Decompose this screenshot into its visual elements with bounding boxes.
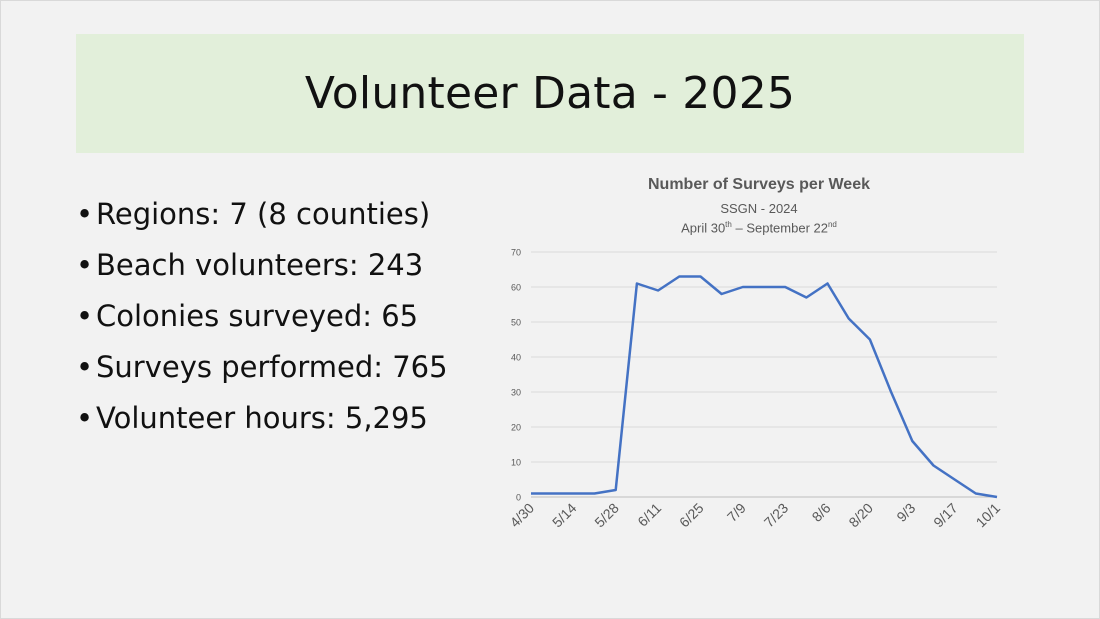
y-tick-label: 10: [511, 458, 521, 468]
x-tick-label: 6/11: [634, 500, 664, 530]
bullet-item: •Volunteer hours: 5,295: [76, 394, 448, 445]
bullet-text: Surveys performed: 765: [96, 350, 448, 384]
y-tick-label: 40: [511, 353, 521, 363]
title-banner: Volunteer Data - 2025: [76, 34, 1024, 153]
bullet-item: •Regions: 7 (8 counties): [76, 190, 448, 241]
x-tick-label: 6/25: [676, 500, 707, 531]
bullet-item: •Colonies surveyed: 65: [76, 292, 448, 343]
date-range-start: April 30: [681, 220, 726, 236]
x-tick-label: 7/23: [761, 500, 792, 531]
y-tick-label: 70: [511, 248, 521, 258]
y-tick-label: 0: [516, 493, 521, 503]
bullet-item: •Surveys performed: 765: [76, 343, 448, 394]
bullet-symbol: •: [76, 248, 94, 282]
y-tick-label: 50: [511, 318, 521, 328]
date-range-separator: –: [731, 220, 747, 236]
chart-title: Number of Surveys per Week: [647, 176, 870, 193]
chart-subtitle: SSGN - 2024: [720, 201, 798, 216]
slide-title: Volunteer Data - 2025: [304, 68, 796, 119]
x-tick-label: 9/3: [893, 500, 918, 525]
bullet-symbol: •: [76, 299, 94, 333]
line-chart: Number of Surveys per Week SSGN - 2024 A…: [490, 170, 1020, 610]
date-range-end: September 22: [746, 220, 828, 236]
bullet-text: Volunteer hours: 5,295: [96, 401, 428, 435]
series-line: [531, 275, 998, 499]
x-tick-label: 10/1: [973, 500, 1004, 531]
date-range-end-sup: nd: [827, 220, 837, 229]
bullet-symbol: •: [76, 197, 94, 231]
chart-date-range: April 30th – September 22nd: [490, 220, 1028, 235]
date-range-start-sup: th: [725, 220, 732, 229]
bullet-item: •Beach volunteers: 243: [76, 241, 448, 292]
y-tick-label: 30: [511, 388, 521, 398]
x-tick-label: 5/28: [591, 500, 622, 531]
y-tick-label: 20: [511, 423, 521, 433]
x-tick-label: 5/14: [549, 500, 580, 531]
bullet-symbol: •: [76, 350, 94, 384]
x-tick-label: 7/9: [724, 500, 749, 525]
bullet-list: •Regions: 7 (8 counties) •Beach voluntee…: [76, 190, 448, 445]
bullet-symbol: •: [76, 401, 94, 435]
bullet-text: Regions: 7 (8 counties): [96, 197, 431, 231]
bullet-text: Colonies surveyed: 65: [96, 299, 419, 333]
y-tick-label: 60: [511, 283, 521, 293]
x-tick-label: 8/20: [845, 500, 876, 531]
bullet-text: Beach volunteers: 243: [96, 248, 424, 282]
x-tick-label: 8/6: [809, 500, 834, 525]
x-tick-label: 4/30: [507, 500, 538, 531]
x-tick-label: 9/17: [930, 500, 961, 531]
chart-plot-area: 0 10 20 30 40 50 60 70 4/30 5/14 5/28 6/11 6/25 7/9 7/…: [507, 248, 1004, 531]
